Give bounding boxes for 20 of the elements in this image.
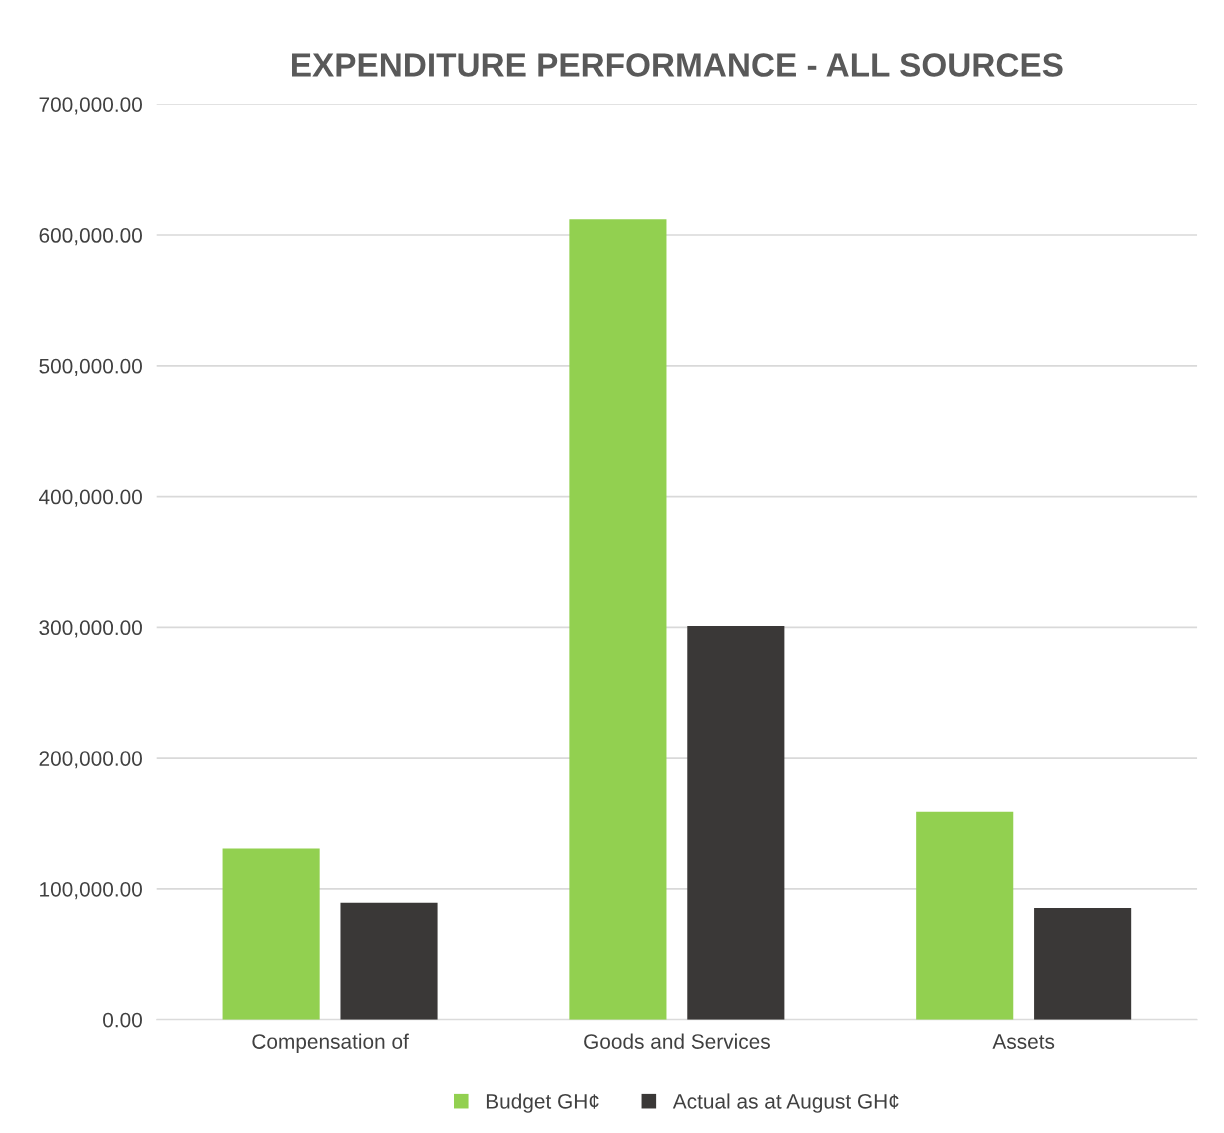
y-tick-label: 0.00: [103, 1012, 142, 1028]
y-tick-label: 500,000.00: [39, 358, 142, 377]
bar: [222, 848, 320, 1020]
legend-label: Budget GH¢: [486, 1093, 599, 1113]
y-tick-label: 200,000.00: [39, 751, 142, 769]
bar: [916, 811, 1014, 1020]
y-tick-label: 300,000.00: [39, 620, 142, 638]
legend-label: Actual as at August GH¢: [672, 1093, 899, 1113]
chart-title: EXPENDITURE PERFORMANCE - ALL SOURCES: [292, 53, 1063, 77]
y-tick-label: 400,000.00: [39, 489, 142, 507]
bar: [569, 219, 667, 1020]
x-tick-label: Compensation of: [252, 1033, 409, 1054]
bar: [687, 626, 785, 1020]
x-tick-label: Assets: [992, 1034, 1055, 1049]
y-tick-label: 700,000.00: [39, 97, 142, 115]
bar: [340, 902, 438, 1020]
bar: [1034, 907, 1132, 1020]
x-tick-label: Goods and Services: [584, 1033, 770, 1049]
y-tick-label: 600,000.00: [39, 228, 142, 246]
y-tick-label: 100,000.00: [40, 881, 142, 900]
